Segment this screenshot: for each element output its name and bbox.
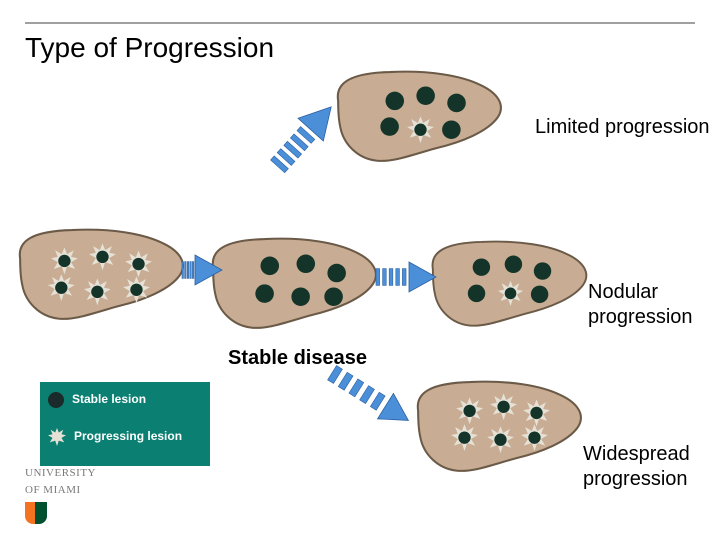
page-title: Type of Progression <box>25 32 274 64</box>
legend-stable-label: Stable lesion <box>72 393 146 406</box>
legend-row-progressing: Progressing lesion <box>48 428 182 446</box>
progressing-lesion-icon <box>48 428 66 446</box>
legend-row-stable: Stable lesion <box>48 392 146 408</box>
label-limited: Limited progression <box>535 115 710 140</box>
stable-lesion-icon <box>48 392 64 408</box>
label-stable-disease: Stable disease <box>228 346 367 371</box>
logo-line2: OF MIAMI <box>25 485 96 496</box>
label-widespread: Widespread progression <box>583 442 720 492</box>
logo-line1: UNIVERSITY <box>25 468 96 479</box>
label-nodular: Nodular progression <box>588 280 720 330</box>
legend-progressing-label: Progressing lesion <box>74 430 182 443</box>
um-logo: UNIVERSITY OF MIAMI <box>25 468 96 524</box>
legend: Stable lesion Progressing lesion <box>40 382 210 466</box>
divider <box>25 22 695 24</box>
logo-u-icon <box>25 502 96 524</box>
